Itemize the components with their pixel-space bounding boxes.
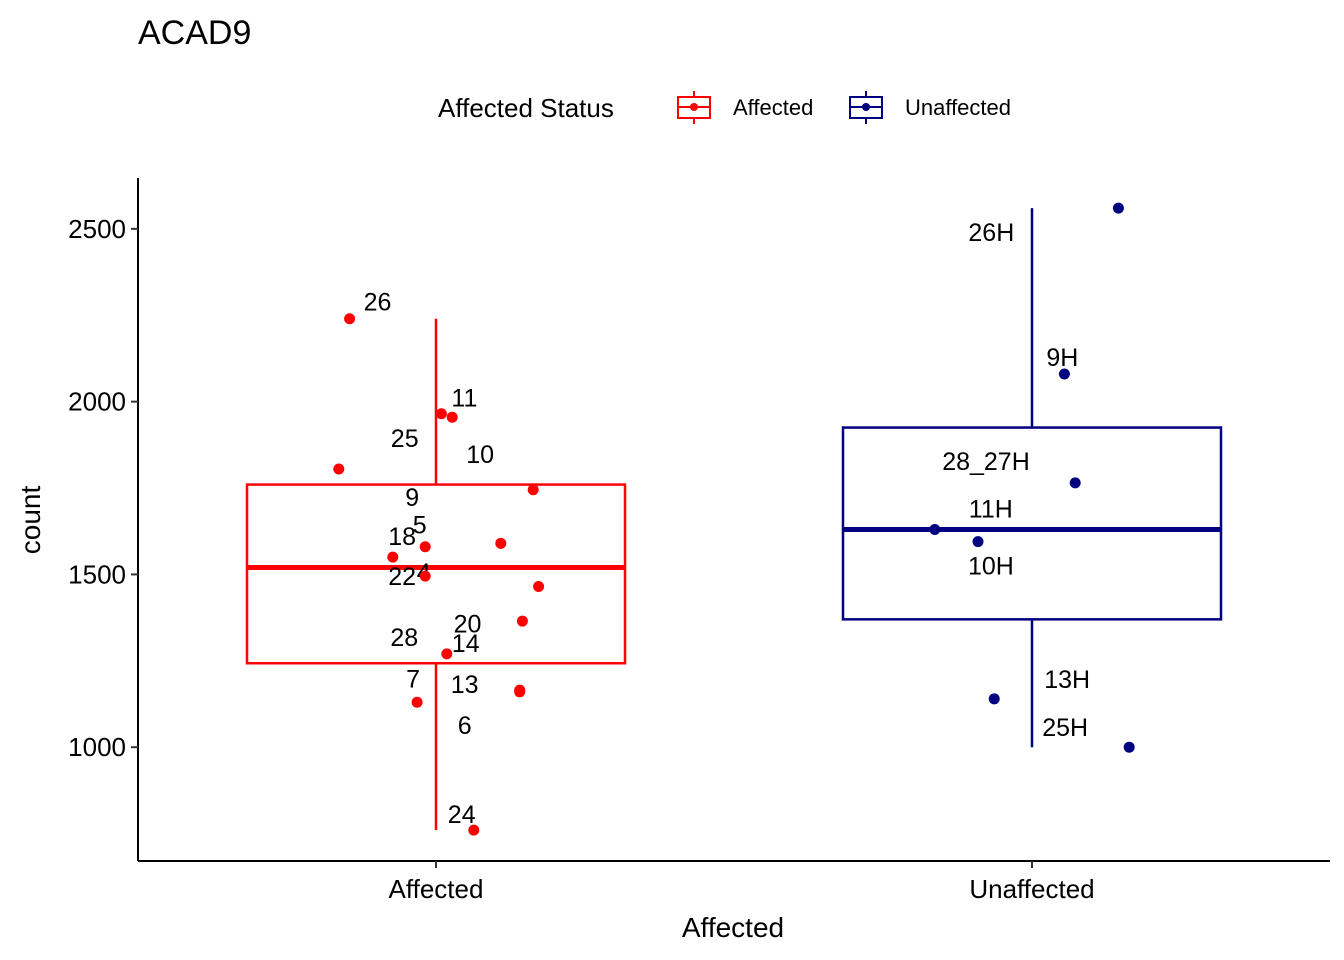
data-point [495, 537, 507, 549]
data-point [419, 541, 431, 553]
y-tick-label: 2000 [68, 387, 126, 417]
data-point [1123, 741, 1135, 753]
point-label: 25 [391, 425, 419, 453]
point-label: 5 [413, 511, 427, 539]
point-label: 10 [466, 441, 494, 469]
legend-key-unaffected [849, 91, 883, 124]
point-label: 25H [1042, 714, 1088, 742]
data-point [1069, 477, 1081, 489]
data-point [1112, 202, 1124, 214]
legend-title: Affected Status [438, 93, 614, 123]
y-axis-label: count [15, 486, 46, 555]
point-label: 7 [406, 665, 420, 693]
point-label: 26H [968, 219, 1014, 247]
x-axis-label: Affected [682, 912, 784, 943]
data-point [972, 536, 984, 548]
y-tick-label: 2500 [68, 214, 126, 244]
x-axis: Affected Unaffected [138, 860, 1330, 904]
box-iqr [245, 483, 627, 665]
data-point [419, 570, 431, 582]
box-iqr [841, 426, 1223, 621]
point-label: 9H [1046, 344, 1078, 372]
point-label: 26 [364, 289, 392, 317]
point-label: 11H [969, 495, 1013, 523]
data-point [988, 693, 1000, 705]
point-label: 28_27H [942, 448, 1030, 476]
data-point [514, 686, 526, 698]
point-label: 20 [454, 611, 482, 639]
legend: Affected Status Affected Unaffected [438, 91, 1011, 124]
y-tick-label: 1000 [68, 732, 126, 762]
data-point [929, 523, 941, 535]
data-point [527, 484, 539, 496]
point-label: 13 [451, 671, 479, 699]
data-point [411, 696, 423, 708]
point-label: 10H [968, 553, 1014, 581]
legend-key-affected [677, 91, 711, 124]
legend-label-affected: Affected [733, 95, 813, 120]
point-label: 13H [1044, 666, 1090, 694]
data-point [435, 408, 447, 420]
legend-label-unaffected: Unaffected [905, 95, 1011, 120]
data-point [468, 824, 480, 836]
data-point [333, 463, 345, 475]
point-label: 6 [458, 712, 472, 740]
data-point [441, 648, 453, 660]
point-label: 9 [405, 484, 419, 512]
boxplot-unaffected: 26H 9H 28_27H 11H 10H 13H 25H [841, 202, 1223, 753]
data-point [516, 615, 528, 627]
y-axis: 1000 1500 2000 2500 [68, 178, 139, 861]
point-label: 22 [388, 563, 416, 591]
chart-title: ACAD9 [138, 14, 251, 52]
data-point [1058, 368, 1070, 380]
point-label: 24 [448, 801, 476, 829]
data-point [387, 551, 399, 563]
plot-area: 26111025951842220281413672426H9H28_27H11… [245, 202, 1223, 836]
point-label: 28 [390, 624, 418, 652]
point-label: 11 [451, 385, 477, 413]
boxplot-affected: 261110259518422202814136724 [245, 289, 627, 836]
x-tick-label: Affected [389, 874, 484, 904]
data-point [344, 313, 356, 325]
y-tick-label: 1500 [68, 559, 126, 589]
data-point [446, 411, 458, 423]
point-label: 18 [388, 523, 416, 551]
data-point [533, 581, 545, 593]
point-label: 14 [452, 630, 480, 658]
x-tick-label: Unaffected [969, 874, 1094, 904]
